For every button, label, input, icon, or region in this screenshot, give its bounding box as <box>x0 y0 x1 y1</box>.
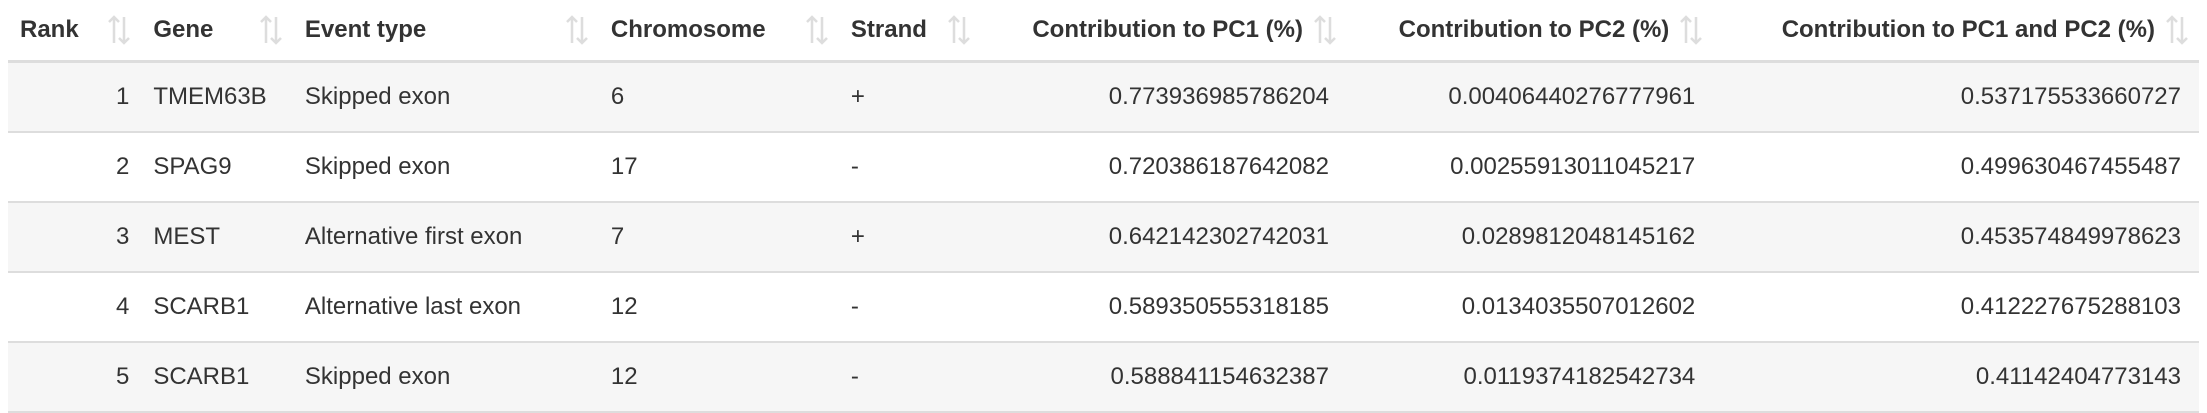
cell-pc1-pc2: 0.412227675288103 <box>1713 271 2199 342</box>
cell-pc1-pc2: 0.41142404773143 <box>1713 341 2199 413</box>
sort-up-down-icon[interactable] <box>1313 15 1337 45</box>
header-row: Rank Gene Event type <box>8 0 2199 63</box>
sort-up-down-icon[interactable] <box>805 15 829 45</box>
column-header-pc1-pc2[interactable]: Contribution to PC1 and PC2 (%) <box>1713 0 2199 63</box>
column-header-strand[interactable]: Strand <box>838 0 981 63</box>
column-header-pc2[interactable]: Contribution to PC2 (%) <box>1346 0 1714 63</box>
sort-up-down-icon[interactable] <box>2165 15 2189 45</box>
cell-gene: SPAG9 <box>141 131 293 202</box>
cell-pc1-pc2: 0.537175533660727 <box>1713 60 2199 132</box>
column-header-gene[interactable]: Gene <box>141 0 293 63</box>
column-header-rank[interactable]: Rank <box>8 0 142 63</box>
cell-chromosome: 12 <box>598 341 839 413</box>
cell-pc1: 0.588841154632387 <box>980 341 1347 413</box>
cell-pc1-pc2: 0.453574849978623 <box>1713 201 2199 272</box>
table-header: Rank Gene Event type <box>8 0 2199 63</box>
cell-pc1-pc2: 0.499630467455487 <box>1713 131 2199 202</box>
cell-event-type: Skipped exon <box>292 60 599 132</box>
cell-strand: - <box>838 271 981 342</box>
table-row[interactable]: 5 SCARB1 Skipped exon 12 - 0.58884115463… <box>8 341 2199 413</box>
sort-up-down-icon[interactable] <box>565 15 589 45</box>
cell-pc2: 0.0289812048145162 <box>1346 201 1714 272</box>
table-body: 1 TMEM63B Skipped exon 6 + 0.77393698578… <box>8 60 2199 413</box>
results-table: Rank Gene Event type <box>8 0 2199 413</box>
column-header-chromosome[interactable]: Chromosome <box>598 0 839 63</box>
cell-gene: MEST <box>141 201 293 272</box>
cell-pc2: 0.00255913011045217 <box>1346 131 1714 202</box>
sort-up-down-icon[interactable] <box>259 15 283 45</box>
sort-up-down-icon[interactable] <box>947 15 971 45</box>
cell-chromosome: 12 <box>598 271 839 342</box>
column-label: Chromosome <box>610 16 766 43</box>
cell-event-type: Skipped exon <box>292 341 599 413</box>
column-label: Strand <box>850 16 927 43</box>
column-header-pc1[interactable]: Contribution to PC1 (%) <box>980 0 1347 63</box>
column-label: Contribution to PC1 and PC2 (%) <box>1781 16 2155 43</box>
cell-pc2: 0.00406440276777961 <box>1346 60 1714 132</box>
table-row[interactable]: 3 MEST Alternative first exon 7 + 0.6421… <box>8 201 2199 272</box>
table-row[interactable]: 4 SCARB1 Alternative last exon 12 - 0.58… <box>8 271 2199 342</box>
cell-event-type: Skipped exon <box>292 131 599 202</box>
cell-rank: 2 <box>8 131 142 202</box>
column-label: Rank <box>20 16 79 43</box>
cell-pc2: 0.0119374182542734 <box>1346 341 1714 413</box>
cell-chromosome: 6 <box>598 60 839 132</box>
cell-pc1: 0.589350555318185 <box>980 271 1347 342</box>
sort-up-down-icon[interactable] <box>1679 15 1703 45</box>
cell-strand: + <box>838 201 981 272</box>
column-label: Contribution to PC1 (%) <box>1032 16 1303 43</box>
cell-rank: 3 <box>8 201 142 272</box>
cell-event-type: Alternative first exon <box>292 201 599 272</box>
cell-pc2: 0.0134035507012602 <box>1346 271 1714 342</box>
cell-rank: 1 <box>8 60 142 132</box>
cell-gene: SCARB1 <box>141 341 293 413</box>
cell-rank: 5 <box>8 341 142 413</box>
column-label: Event type <box>304 16 427 43</box>
table-row[interactable]: 2 SPAG9 Skipped exon 17 - 0.720386187642… <box>8 131 2199 202</box>
cell-event-type: Alternative last exon <box>292 271 599 342</box>
results-table-container: Rank Gene Event type <box>8 0 2199 413</box>
column-label: Gene <box>153 16 214 43</box>
column-label: Contribution to PC2 (%) <box>1398 16 1670 43</box>
cell-strand: - <box>838 131 981 202</box>
cell-pc1: 0.720386187642082 <box>980 131 1347 202</box>
cell-gene: TMEM63B <box>141 60 293 132</box>
cell-pc1: 0.642142302742031 <box>980 201 1347 272</box>
sort-up-down-icon[interactable] <box>107 15 131 45</box>
column-header-event-type[interactable]: Event type <box>292 0 599 63</box>
cell-rank: 4 <box>8 271 142 342</box>
table-row[interactable]: 1 TMEM63B Skipped exon 6 + 0.77393698578… <box>8 60 2199 132</box>
cell-chromosome: 17 <box>598 131 839 202</box>
cell-pc1: 0.773936985786204 <box>980 60 1347 132</box>
cell-strand: - <box>838 341 981 413</box>
cell-gene: SCARB1 <box>141 271 293 342</box>
cell-chromosome: 7 <box>598 201 839 272</box>
cell-strand: + <box>838 60 981 132</box>
